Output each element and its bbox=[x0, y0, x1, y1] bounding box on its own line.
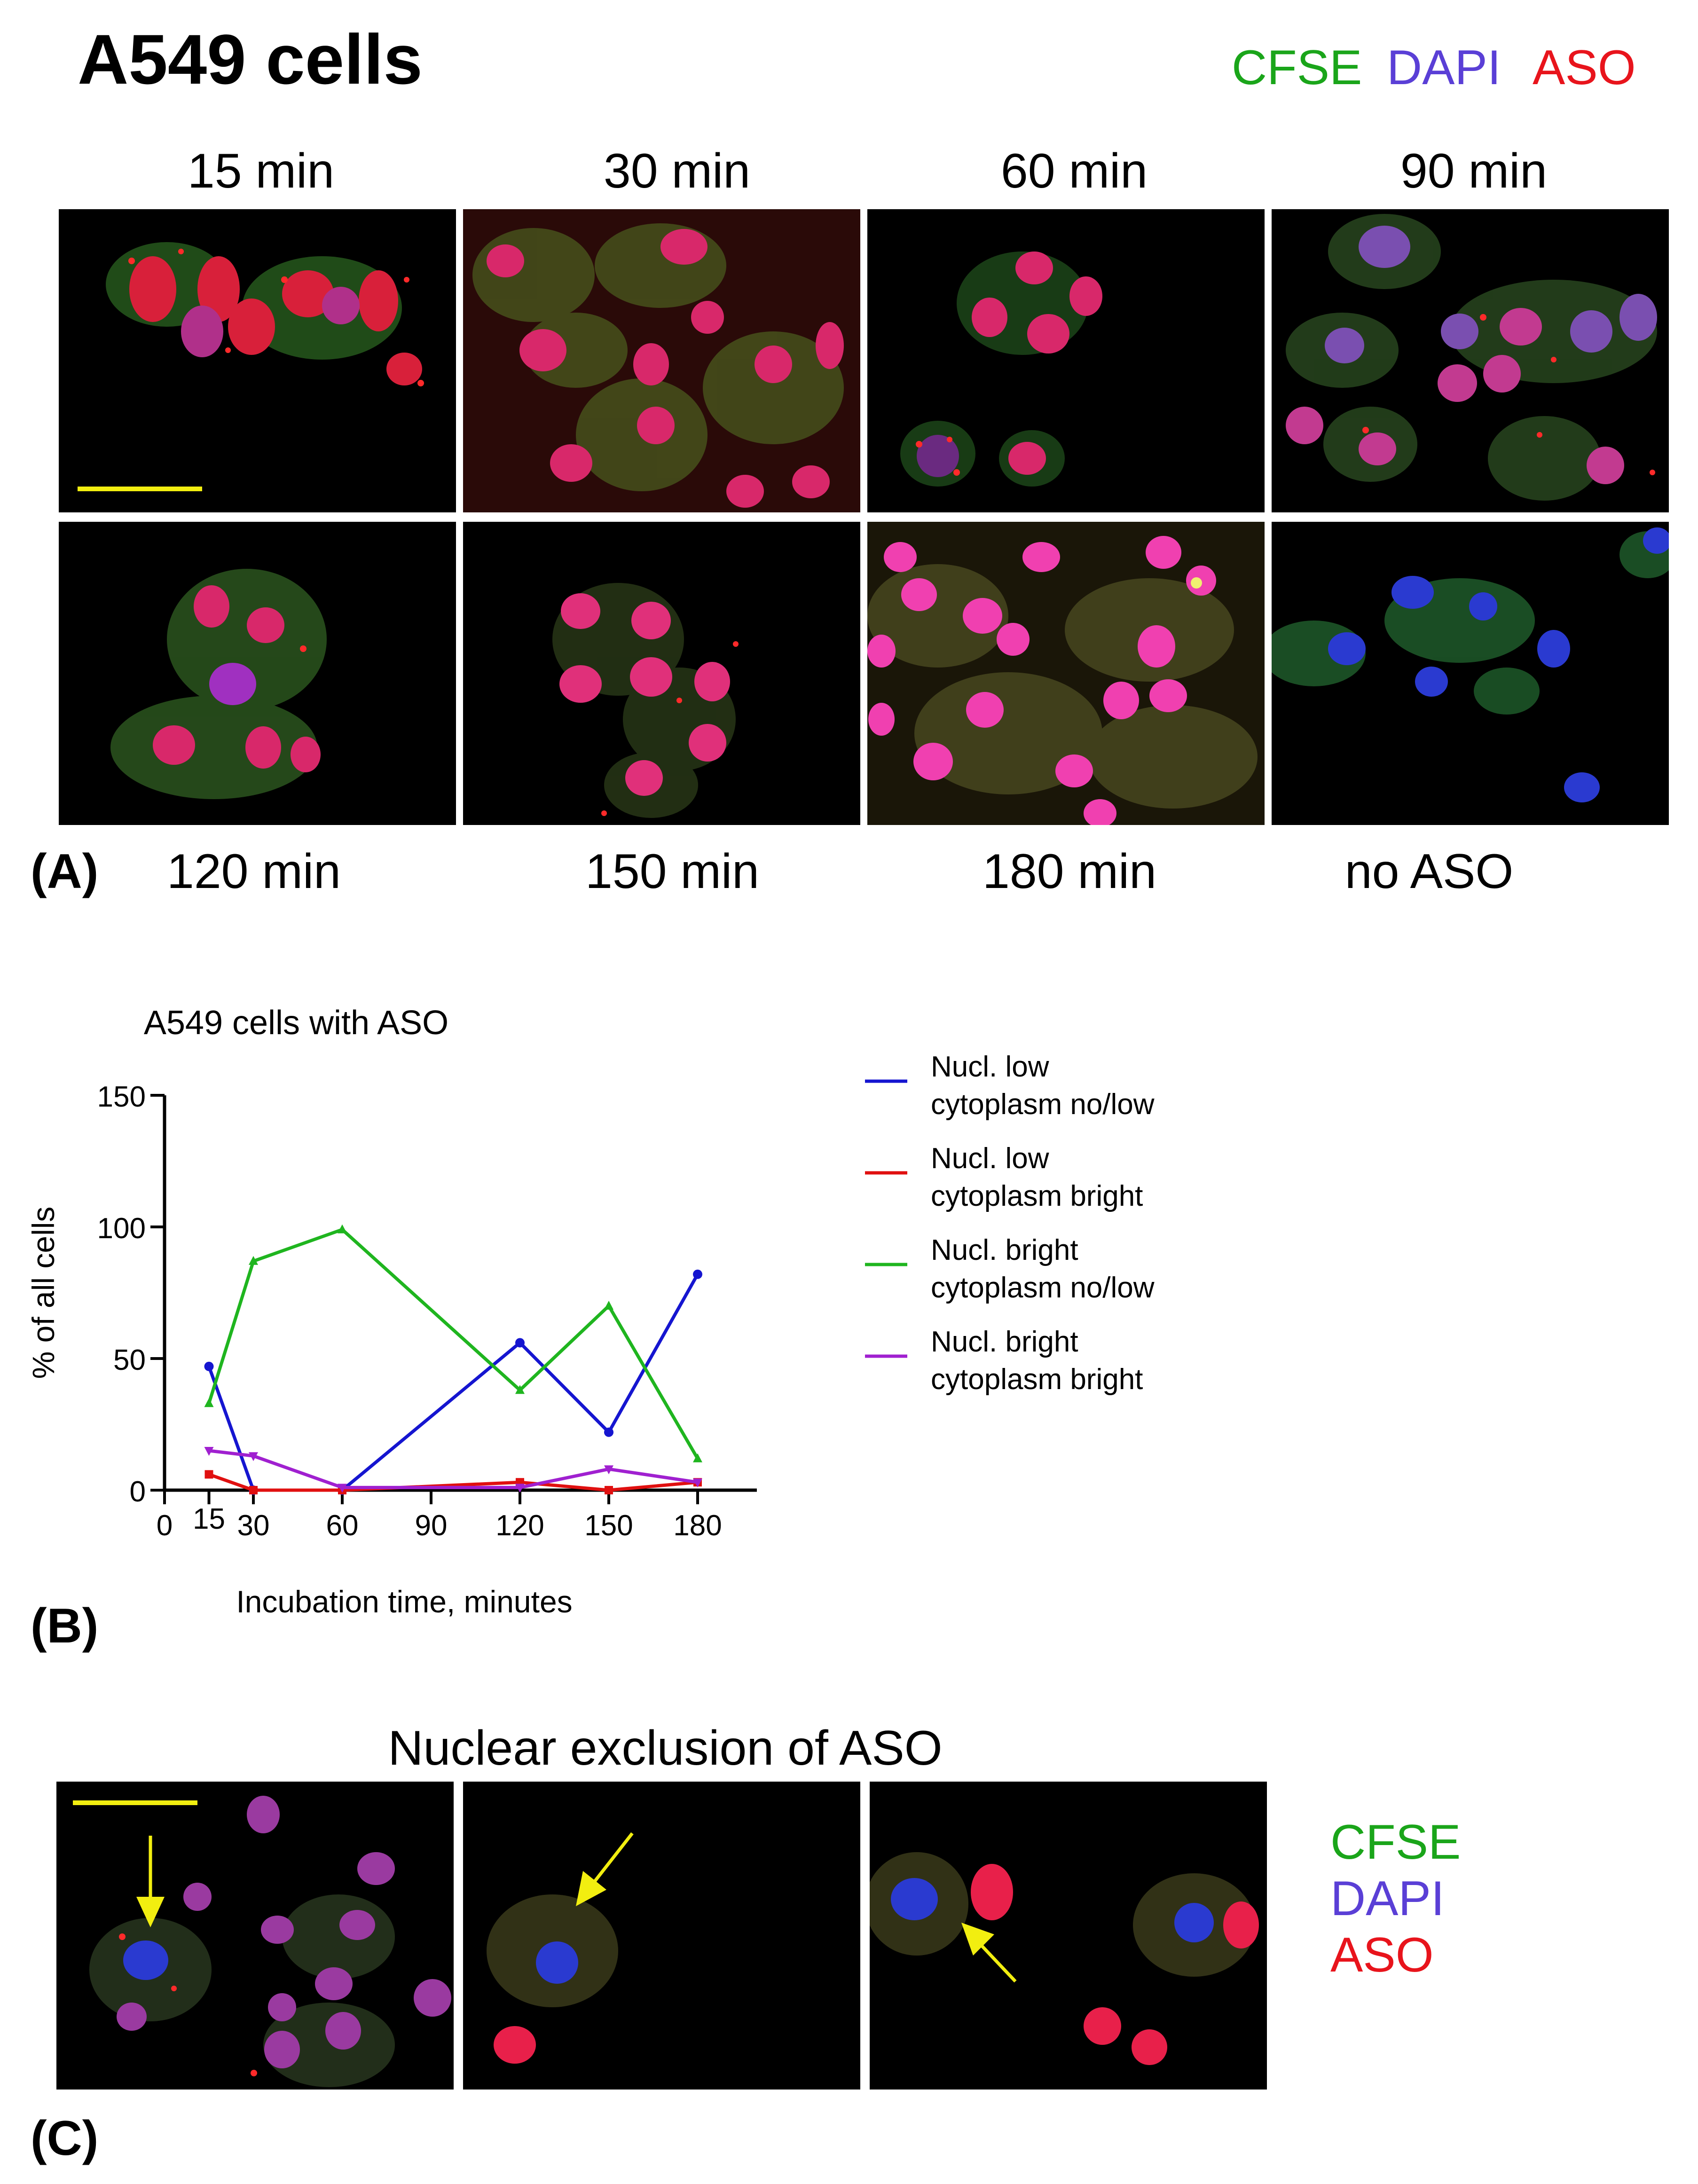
label-60min: 60 min bbox=[1000, 144, 1148, 198]
micrograph-exclusion-3 bbox=[870, 1782, 1267, 2090]
legend-label: Nucl. bright bbox=[931, 1326, 1078, 1358]
label-120min: 120 min bbox=[167, 844, 341, 899]
line-chart: A549 cells with ASO 0 50 100 150 0 15 30 60 90 120… bbox=[26, 1004, 1155, 1619]
arrow-icon bbox=[961, 1923, 994, 1956]
data-point bbox=[604, 1427, 613, 1437]
data-point bbox=[693, 1478, 702, 1488]
series-line-4 bbox=[209, 1449, 698, 1489]
y-tick-label: 0 bbox=[130, 1476, 146, 1508]
micrograph-30min bbox=[463, 209, 860, 512]
data-point bbox=[338, 1484, 347, 1493]
legend-label: Nucl. low bbox=[931, 1142, 1049, 1175]
micrograph-90min bbox=[1272, 209, 1669, 512]
panel-c-legend-dapi: DAPI bbox=[1330, 1871, 1445, 1926]
x-tick-label: 180 bbox=[673, 1509, 722, 1542]
y-tick-label: 100 bbox=[97, 1212, 146, 1245]
legend-label: cytoplasm no/low bbox=[931, 1088, 1155, 1121]
panel-b-letter: (B) bbox=[31, 1599, 99, 1653]
panel-c-title: Nuclear exclusion of ASO bbox=[388, 1721, 943, 1775]
micrograph-120min bbox=[59, 522, 456, 825]
micrograph-exclusion-2 bbox=[463, 1782, 860, 2090]
legend-dapi: DAPI bbox=[1387, 40, 1501, 95]
data-point bbox=[204, 1470, 213, 1479]
figure-title: A549 cells bbox=[78, 20, 423, 99]
data-point bbox=[605, 1486, 613, 1494]
panel-c-legend-aso: ASO bbox=[1330, 1928, 1434, 1982]
x-tick-label: 90 bbox=[415, 1509, 448, 1542]
micrograph-15min bbox=[59, 209, 456, 512]
label-no-aso: no ASO bbox=[1344, 844, 1514, 899]
label-15min: 15 min bbox=[187, 144, 335, 198]
x-tick-label: 150 bbox=[584, 1509, 633, 1542]
micrograph-60min bbox=[867, 209, 1265, 512]
data-point bbox=[338, 1224, 347, 1233]
x-tick-label: 30 bbox=[237, 1509, 270, 1542]
x-tick-label: 0 bbox=[157, 1509, 173, 1542]
data-point bbox=[249, 1486, 258, 1494]
legend-label: cytoplasm bright bbox=[931, 1180, 1143, 1212]
chart-title: A549 cells with ASO bbox=[144, 1004, 448, 1042]
arrow-icon bbox=[136, 1897, 165, 1927]
panel-a-letter: (A) bbox=[31, 844, 99, 899]
legend-label: Nucl. low bbox=[931, 1051, 1049, 1083]
data-point bbox=[515, 1385, 525, 1394]
legend-label: cytoplasm bright bbox=[931, 1363, 1143, 1396]
data-point bbox=[515, 1484, 525, 1493]
micrograph-exclusion-1 bbox=[56, 1782, 454, 2090]
micrograph-180min bbox=[867, 522, 1265, 825]
y-axis-label: % of all cells bbox=[26, 1207, 61, 1379]
legend-label: cytoplasm no/low bbox=[931, 1272, 1155, 1304]
panel-c-legend-cfse: CFSE bbox=[1330, 1815, 1461, 1870]
y-tick-label: 50 bbox=[113, 1344, 146, 1376]
data-point bbox=[249, 1256, 258, 1265]
series-line-3 bbox=[207, 1227, 700, 1460]
label-30min: 30 min bbox=[603, 144, 751, 198]
micrograph-no-aso bbox=[1272, 522, 1669, 825]
legend-label: Nucl. bright bbox=[931, 1234, 1078, 1266]
x-tick-label: 15 bbox=[193, 1503, 225, 1535]
data-point bbox=[515, 1338, 525, 1348]
data-point bbox=[249, 1452, 258, 1461]
data-point bbox=[604, 1301, 613, 1310]
data-point bbox=[693, 1269, 702, 1279]
data-point bbox=[204, 1361, 214, 1371]
data-point bbox=[204, 1398, 214, 1407]
legend-cfse: CFSE bbox=[1232, 40, 1362, 95]
x-tick-label: 60 bbox=[326, 1509, 359, 1542]
legend-aso: ASO bbox=[1533, 40, 1636, 95]
series-line-1 bbox=[207, 1273, 700, 1492]
label-90min: 90 min bbox=[1400, 144, 1548, 198]
panel-c-letter: (C) bbox=[31, 2111, 99, 2166]
label-150min: 150 min bbox=[585, 844, 759, 899]
arrow-icon bbox=[576, 1871, 606, 1906]
x-axis-label: Incubation time, minutes bbox=[236, 1584, 572, 1619]
data-point bbox=[604, 1465, 613, 1475]
data-point bbox=[693, 1453, 702, 1462]
label-180min: 180 min bbox=[983, 844, 1156, 899]
micrograph-150min bbox=[463, 522, 860, 825]
y-tick-label: 150 bbox=[97, 1081, 146, 1113]
data-point bbox=[204, 1447, 214, 1456]
x-tick-label: 120 bbox=[495, 1509, 544, 1542]
